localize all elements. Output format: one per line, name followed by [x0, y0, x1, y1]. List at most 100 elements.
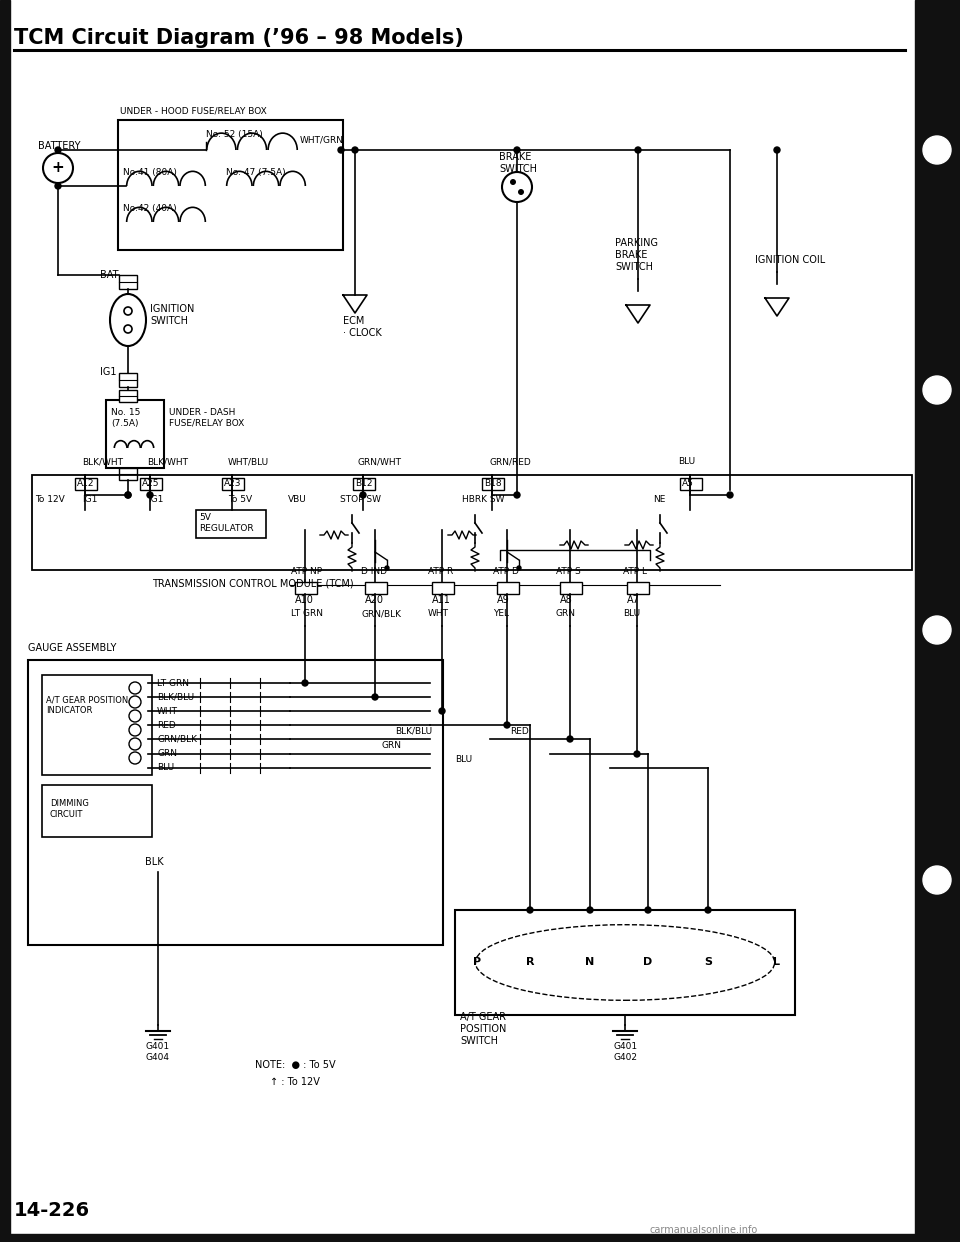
Circle shape [129, 696, 141, 708]
Text: A/T GEAR POSITION
INDICATOR: A/T GEAR POSITION INDICATOR [46, 696, 129, 714]
Text: carmanualsonline.info: carmanualsonline.info [650, 1225, 758, 1235]
Bar [497, 582, 519, 594]
Text: ATP R: ATP R [428, 568, 453, 576]
Bar [28, 660, 443, 945]
Circle shape [124, 325, 132, 333]
Circle shape [43, 153, 73, 183]
Text: BAT: BAT [100, 270, 118, 279]
Circle shape [517, 566, 521, 570]
Text: PARKING
BRAKE
SWITCH: PARKING BRAKE SWITCH [615, 238, 658, 272]
Bar [680, 478, 702, 491]
Circle shape [147, 492, 153, 498]
Circle shape [372, 694, 378, 700]
Text: STOP SW: STOP SW [340, 496, 381, 504]
Text: S: S [704, 958, 712, 968]
Text: BLU: BLU [157, 764, 174, 773]
Text: No. 47 (7.5A): No. 47 (7.5A) [226, 168, 286, 176]
Text: BLK/WHT: BLK/WHT [82, 457, 123, 467]
Text: GRN: GRN [556, 610, 576, 619]
Text: RED: RED [157, 720, 176, 729]
Circle shape [129, 710, 141, 722]
Text: ECM
· CLOCK: ECM · CLOCK [343, 317, 382, 338]
Circle shape [129, 724, 141, 737]
Bar [119, 390, 137, 402]
Text: BLU: BLU [455, 755, 472, 765]
Bar [365, 582, 387, 594]
Text: IG1: IG1 [82, 496, 97, 504]
Text: L: L [774, 958, 780, 968]
Circle shape [587, 907, 593, 913]
Text: B12: B12 [355, 478, 372, 488]
Text: A23: A23 [224, 478, 242, 488]
Text: P: P [473, 958, 481, 968]
Circle shape [125, 492, 131, 498]
Text: A11: A11 [432, 595, 451, 605]
Bar [75, 478, 97, 491]
Text: DIMMING
CIRCUIT: DIMMING CIRCUIT [50, 800, 89, 818]
Ellipse shape [110, 294, 146, 347]
Text: BLK: BLK [145, 857, 163, 867]
Text: GRN/BLK: GRN/BLK [157, 734, 197, 744]
Text: WHT/GRN: WHT/GRN [300, 135, 344, 144]
Text: UNDER - HOOD FUSE/RELAY BOX: UNDER - HOOD FUSE/RELAY BOX [120, 107, 267, 116]
Text: B18: B18 [484, 478, 502, 488]
Circle shape [917, 610, 957, 650]
Bar [482, 478, 504, 491]
Text: WHT: WHT [428, 610, 449, 619]
Text: ATP L: ATP L [623, 568, 647, 576]
Bar [119, 468, 137, 479]
Text: A7: A7 [627, 595, 640, 605]
Circle shape [917, 370, 957, 410]
Circle shape [923, 866, 951, 894]
Text: To 5V: To 5V [228, 496, 252, 504]
Text: VBU: VBU [288, 496, 307, 504]
Circle shape [129, 751, 141, 764]
Text: 5V
REGULATOR: 5V REGULATOR [199, 513, 253, 533]
Text: ATP NP: ATP NP [291, 568, 323, 576]
Circle shape [917, 130, 957, 170]
Circle shape [917, 859, 957, 900]
Text: GAUGE ASSEMBLY: GAUGE ASSEMBLY [28, 643, 116, 653]
Text: BLU: BLU [678, 457, 695, 467]
Circle shape [55, 147, 61, 153]
Bar [432, 582, 454, 594]
Text: No. 52 (15A): No. 52 (15A) [206, 129, 263, 139]
Text: To 12V: To 12V [35, 496, 64, 504]
Text: BLK/BLU: BLK/BLU [157, 693, 194, 702]
Bar [119, 274, 137, 289]
Text: +: + [52, 160, 64, 175]
Bar [295, 582, 317, 594]
Text: WHT: WHT [157, 707, 178, 715]
Text: YEL: YEL [493, 610, 509, 619]
Circle shape [504, 722, 510, 728]
Text: BLK/WHT: BLK/WHT [147, 457, 188, 467]
Bar [0, 1235, 960, 1242]
Text: IG1: IG1 [100, 366, 116, 378]
Text: R: R [132, 698, 137, 707]
Circle shape [634, 751, 640, 758]
Circle shape [514, 492, 520, 498]
Circle shape [510, 179, 516, 185]
Bar [119, 373, 137, 388]
Bar [222, 478, 244, 491]
Text: ↑ : To 12V: ↑ : To 12V [270, 1077, 320, 1087]
Bar [353, 478, 375, 491]
Circle shape [352, 147, 358, 153]
Text: D: D [132, 725, 138, 734]
Text: NOTE:  ● : To 5V: NOTE: ● : To 5V [255, 1059, 336, 1071]
Bar [560, 582, 582, 594]
Text: ATP D: ATP D [493, 568, 518, 576]
Text: UNDER - DASH
FUSE/RELAY BOX: UNDER - DASH FUSE/RELAY BOX [169, 409, 244, 427]
Circle shape [774, 147, 780, 153]
Text: BLK/BLU: BLK/BLU [395, 727, 432, 735]
Text: WHT/BLU: WHT/BLU [228, 457, 269, 467]
Text: G401
G402: G401 G402 [613, 1042, 637, 1062]
Text: A10: A10 [295, 595, 314, 605]
Text: No. 15
(7.5A): No. 15 (7.5A) [111, 409, 140, 427]
Circle shape [502, 171, 532, 202]
Bar [196, 510, 266, 538]
Text: 14-226: 14-226 [14, 1201, 90, 1220]
Text: BATTERY: BATTERY [38, 142, 81, 152]
Circle shape [923, 376, 951, 404]
Text: GRN/WHT: GRN/WHT [358, 457, 402, 467]
